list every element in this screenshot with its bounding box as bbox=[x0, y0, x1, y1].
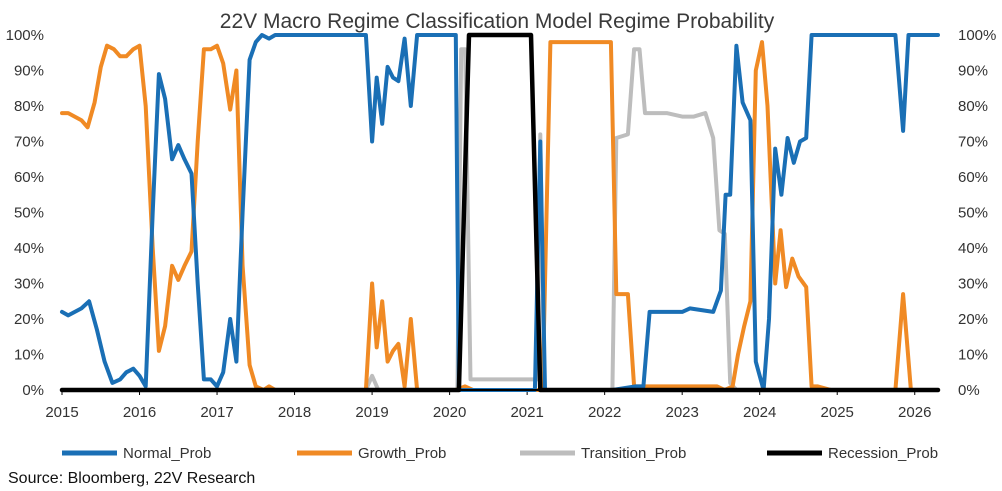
x-tick-label: 2020 bbox=[433, 404, 466, 421]
x-tick-label: 2015 bbox=[45, 404, 78, 421]
source-note: Source: Bloomberg, 22V Research bbox=[8, 470, 255, 487]
left-y-tick-label: 80% bbox=[14, 98, 44, 115]
right-y-tick-label: 70% bbox=[958, 134, 988, 151]
x-axis: 2015 2016 2017 2018 2019 2020 2021 2022 2023 2024… bbox=[45, 390, 931, 421]
x-tick-label: 2019 bbox=[355, 404, 388, 421]
right-y-tick-label: 100% bbox=[958, 27, 996, 44]
right-y-tick-label: 80% bbox=[958, 98, 988, 115]
right-y-axis: 0% 10% 20% 30% 40% 50% 60% 70% 80% 90% 100% bbox=[958, 27, 996, 399]
legend-label: Growth_Prob bbox=[358, 445, 446, 462]
right-y-tick-label: 0% bbox=[958, 382, 980, 399]
right-y-tick-label: 20% bbox=[958, 311, 988, 328]
right-y-tick-label: 90% bbox=[958, 63, 988, 80]
left-y-tick-label: 30% bbox=[14, 276, 44, 293]
legend-label: Normal_Prob bbox=[123, 445, 211, 462]
right-y-tick-label: 50% bbox=[958, 205, 988, 222]
x-tick-label: 2025 bbox=[821, 404, 854, 421]
right-y-tick-label: 40% bbox=[958, 240, 988, 257]
left-y-tick-label: 10% bbox=[14, 347, 44, 364]
left-y-tick-label: 100% bbox=[6, 27, 44, 44]
x-tick-label: 2026 bbox=[898, 404, 931, 421]
left-y-tick-label: 0% bbox=[22, 382, 44, 399]
left-y-tick-label: 90% bbox=[14, 63, 44, 80]
left-y-tick-label: 60% bbox=[14, 169, 44, 186]
x-tick-label: 2017 bbox=[200, 404, 233, 421]
x-tick-label: 2016 bbox=[123, 404, 156, 421]
left-y-tick-label: 40% bbox=[14, 240, 44, 257]
series-line-growth-prob bbox=[60, 40, 940, 392]
left-y-axis: 0% 10% 20% 30% 40% 50% 60% 70% 80% 90% 100% bbox=[6, 27, 44, 399]
chart-title: 22V Macro Regime Classification Model Re… bbox=[220, 10, 775, 33]
x-tick-label: 2024 bbox=[743, 404, 776, 421]
left-y-tick-label: 20% bbox=[14, 311, 44, 328]
legend: Normal_Prob Growth_Prob Transition_Prob Rec… bbox=[62, 445, 938, 462]
right-y-tick-label: 60% bbox=[958, 169, 988, 186]
x-tick-label: 2022 bbox=[588, 404, 621, 421]
right-y-tick-label: 10% bbox=[958, 347, 988, 364]
x-tick-label: 2023 bbox=[665, 404, 698, 421]
legend-label: Recession_Prob bbox=[828, 445, 938, 462]
series-line-normal-prob bbox=[60, 33, 940, 392]
plot-area bbox=[59, 32, 941, 393]
x-tick-label: 2018 bbox=[278, 404, 311, 421]
left-y-tick-label: 50% bbox=[14, 205, 44, 222]
x-tick-label: 2021 bbox=[510, 404, 543, 421]
right-y-tick-label: 30% bbox=[958, 276, 988, 293]
left-y-tick-label: 70% bbox=[14, 134, 44, 151]
legend-label: Transition_Prob bbox=[581, 445, 686, 462]
